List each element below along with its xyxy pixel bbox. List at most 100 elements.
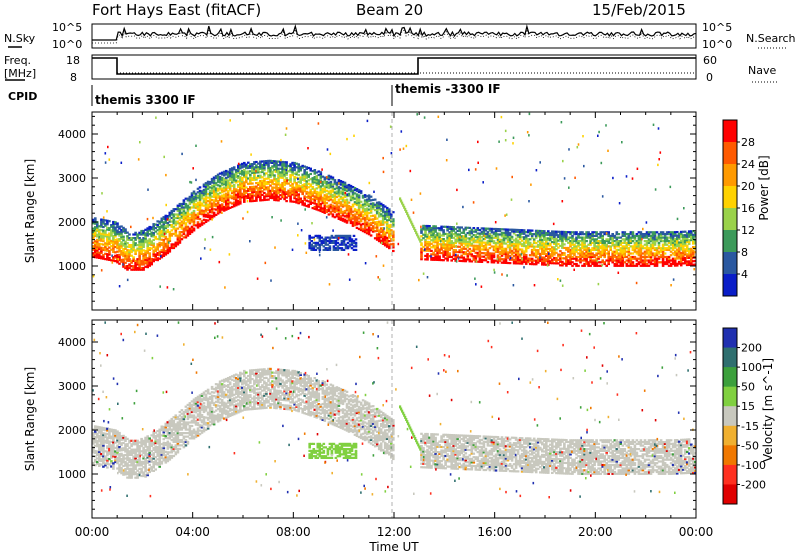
power-cell: [281, 171, 284, 174]
power-cell: [144, 265, 147, 268]
power-cell: [383, 235, 387, 238]
power-cell: [363, 218, 367, 221]
power-cell: [593, 264, 596, 267]
power-cell: [605, 259, 608, 262]
power-cell: [347, 213, 351, 216]
power-cell: [325, 210, 329, 213]
power-cell: [150, 231, 153, 234]
power-cell: [390, 220, 393, 223]
power-cell: [339, 187, 343, 190]
power-cell: [528, 243, 532, 246]
power-cell: [234, 198, 238, 202]
power-cell: [482, 255, 486, 258]
power-cell: [597, 261, 600, 264]
power-cell: [617, 245, 621, 248]
power-cell: [496, 247, 500, 250]
power-cell: [162, 217, 166, 220]
power-cell: [285, 173, 288, 176]
power-cell: [309, 172, 312, 176]
power-cell: [148, 264, 151, 267]
power-cell: [363, 229, 367, 232]
power-cell: [186, 229, 190, 232]
power-cell: [635, 262, 639, 266]
power-cell: [184, 197, 188, 200]
power-cell: [307, 205, 310, 208]
power-cell: [239, 181, 242, 184]
power-cell: [496, 240, 500, 243]
power-cell: [353, 220, 357, 223]
power-cell: [297, 222, 299, 225]
power-cell: [643, 254, 647, 257]
power-cell: [357, 220, 361, 223]
power-cell: [283, 178, 286, 181]
power-cell: [357, 212, 361, 215]
power-cell: [277, 179, 280, 183]
power-cell: [192, 211, 196, 214]
power-cell: [147, 188, 149, 191]
power-cell: [667, 240, 671, 243]
power-cell: [283, 169, 286, 173]
power-cell: [555, 257, 558, 260]
power-cell: [669, 250, 673, 253]
power-cell: [649, 248, 653, 251]
power-cell: [106, 210, 108, 213]
power-cell: [320, 236, 324, 239]
power-cell: [667, 247, 671, 250]
power-cell: [436, 239, 439, 242]
power-cell: [312, 236, 316, 239]
power-cell: [392, 218, 395, 221]
power-cell: [474, 168, 477, 171]
power-cell: [327, 185, 331, 188]
power-cell: [339, 208, 343, 211]
power-cell: [255, 178, 258, 181]
power-cell: [130, 238, 133, 241]
power-cell: [335, 183, 339, 186]
power-cell: [104, 233, 107, 236]
power-cell: [277, 183, 280, 186]
power-cell: [104, 252, 107, 255]
power-cell: [352, 245, 356, 248]
power-cell: [476, 232, 480, 235]
power-cell: [136, 235, 139, 238]
power-cell: [577, 248, 580, 251]
power-cell: [267, 163, 270, 166]
power-cell: [355, 218, 359, 221]
power-cell: [617, 264, 621, 267]
power-cell: [621, 234, 625, 237]
power-cell: [559, 236, 562, 239]
power-cell: [601, 236, 604, 239]
power-cell: [392, 221, 395, 224]
power-cell: [601, 254, 604, 257]
power-cell: [212, 180, 216, 183]
power-cell: [182, 211, 186, 214]
power-cell: [247, 193, 250, 196]
power-cell: [164, 214, 168, 217]
power-cell: [257, 167, 260, 170]
power-cell: [483, 234, 486, 238]
power-cell: [621, 264, 625, 267]
power-cell: [589, 252, 592, 255]
power-cell: [303, 179, 306, 182]
power-cell: [350, 243, 354, 246]
power-cell: [555, 258, 558, 261]
power-cell: [567, 262, 570, 265]
power-cell: [365, 200, 369, 203]
power-cell: [136, 233, 139, 236]
power-cell: [645, 245, 649, 248]
power-cell: [283, 173, 286, 176]
power-cell: [623, 241, 627, 244]
power-cell: [180, 206, 184, 209]
power-cell: [120, 251, 123, 254]
power-cell: [643, 259, 647, 262]
power-cell: [273, 183, 276, 186]
power-cell: [567, 246, 570, 250]
power-cell: [446, 234, 449, 237]
power-cell: [275, 165, 278, 168]
power-cell: [561, 264, 564, 267]
power-cell: [685, 262, 689, 265]
power-cell: [336, 234, 340, 237]
power-cell: [504, 235, 508, 238]
power-cell: [279, 187, 282, 190]
power-cell: [110, 239, 113, 242]
power-cell: [192, 206, 196, 209]
